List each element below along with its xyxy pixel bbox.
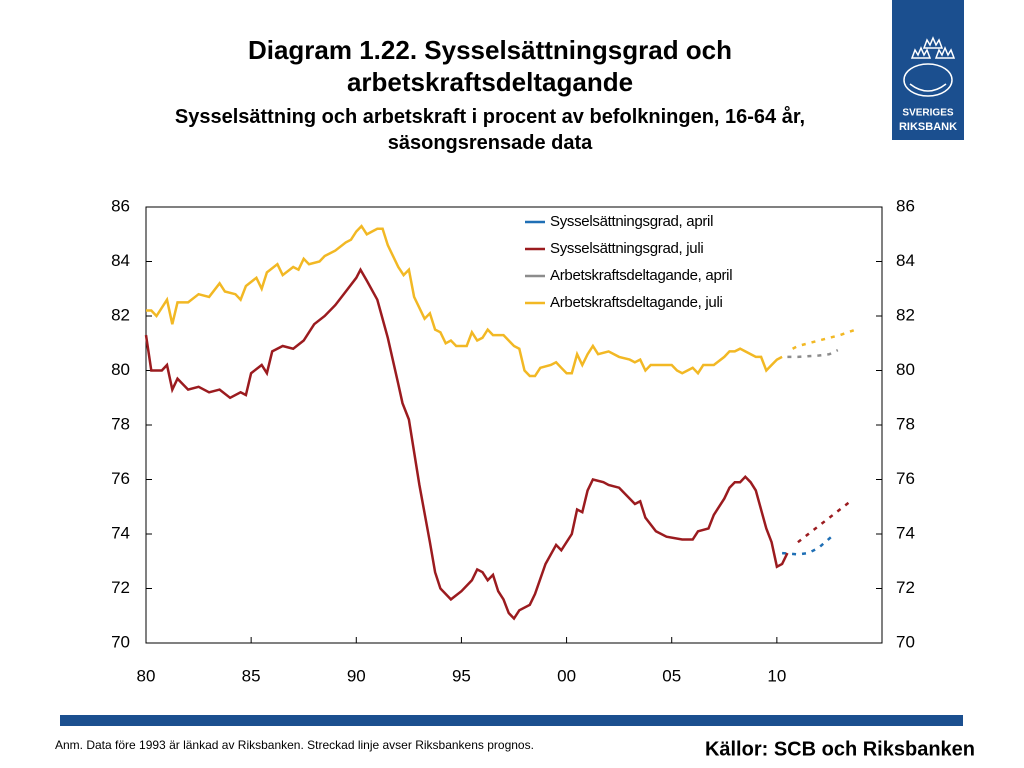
- legend-label: Sysselsättningsgrad, april: [550, 213, 713, 230]
- source: Källor: SCB och Riksbanken: [705, 738, 975, 760]
- y-tick-label: 76: [111, 469, 130, 488]
- plot-frame: [145, 206, 883, 644]
- y-tick-label: 86: [111, 196, 130, 215]
- x-tick-label: 85: [242, 666, 261, 685]
- y-tick-label: 82: [111, 305, 130, 324]
- x-tick-label: 95: [452, 666, 471, 685]
- y-tick-label: 72: [111, 578, 130, 597]
- series-line: [146, 224, 783, 378]
- x-tick-label: 10: [767, 666, 786, 685]
- forecast-line: [787, 348, 839, 359]
- y2-tick-label: 76: [896, 469, 915, 488]
- x-tick-label: 90: [347, 666, 366, 685]
- y-tick-label: 80: [111, 360, 130, 379]
- y2-tick-label: 70: [896, 632, 915, 651]
- y-tick-label: 74: [111, 523, 130, 542]
- footer-bar: [60, 715, 963, 726]
- y2-tick-label: 86: [896, 196, 915, 215]
- logo-emblem: [903, 36, 956, 97]
- logo-text: RIKSBANK: [899, 121, 957, 133]
- logo-box: [892, 0, 964, 140]
- forecast-line: [781, 535, 833, 556]
- y2-tick-label: 74: [896, 523, 915, 542]
- forecast-line: [797, 500, 852, 544]
- y-tick-label: 84: [111, 251, 130, 270]
- y2-tick-label: 84: [896, 251, 915, 270]
- note: Anm. Data före 1993 är länkad av Riksban…: [55, 738, 534, 752]
- chart-title: Diagram 1.22. Sysselsättningsgrad och ar…: [247, 35, 733, 97]
- x-tick-label: 05: [662, 666, 681, 685]
- series-line: [144, 267, 789, 621]
- y-tick-label: 70: [111, 632, 130, 651]
- y2-tick-label: 82: [896, 305, 915, 324]
- forecast-line: [792, 328, 857, 350]
- x-tick-label: 00: [557, 666, 576, 685]
- y-tick-label: 78: [111, 414, 130, 433]
- logo-text: SVERIGES: [902, 108, 953, 119]
- legend-label: Arbetskraftsdeltagande, juli: [550, 294, 723, 311]
- legend-label: Sysselsättningsgrad, juli: [550, 240, 703, 257]
- chart-subtitle: Sysselsättning och arbetskraft i procent…: [174, 106, 806, 154]
- legend-label: Arbetskraftsdeltagande, april: [550, 267, 732, 284]
- x-tick-label: 80: [137, 666, 156, 685]
- y2-tick-label: 78: [896, 414, 915, 433]
- y2-tick-label: 72: [896, 578, 915, 597]
- y2-tick-label: 80: [896, 360, 915, 379]
